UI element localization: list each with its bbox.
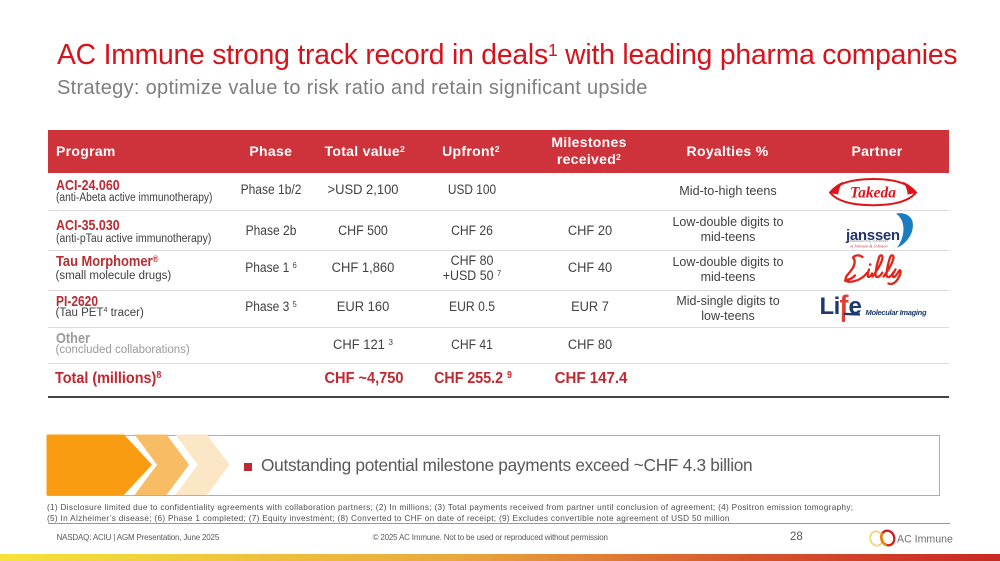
svg-text:Li: Li bbox=[820, 293, 840, 320]
svg-text:Takeda: Takeda bbox=[850, 185, 896, 202]
svg-text:Molecular Imaging: Molecular Imaging bbox=[866, 308, 927, 317]
svg-text:janssen: janssen bbox=[845, 227, 900, 244]
svg-text:e: e bbox=[849, 293, 862, 320]
svg-text:PHARMACEUTICAL COMPANIES: PHARMACEUTICAL COMPANIES bbox=[847, 239, 889, 243]
svg-text:AC Immune: AC Immune bbox=[897, 533, 953, 545]
svg-text:f: f bbox=[840, 293, 850, 320]
svg-text:of Johnson & Johnson: of Johnson & Johnson bbox=[850, 244, 888, 249]
